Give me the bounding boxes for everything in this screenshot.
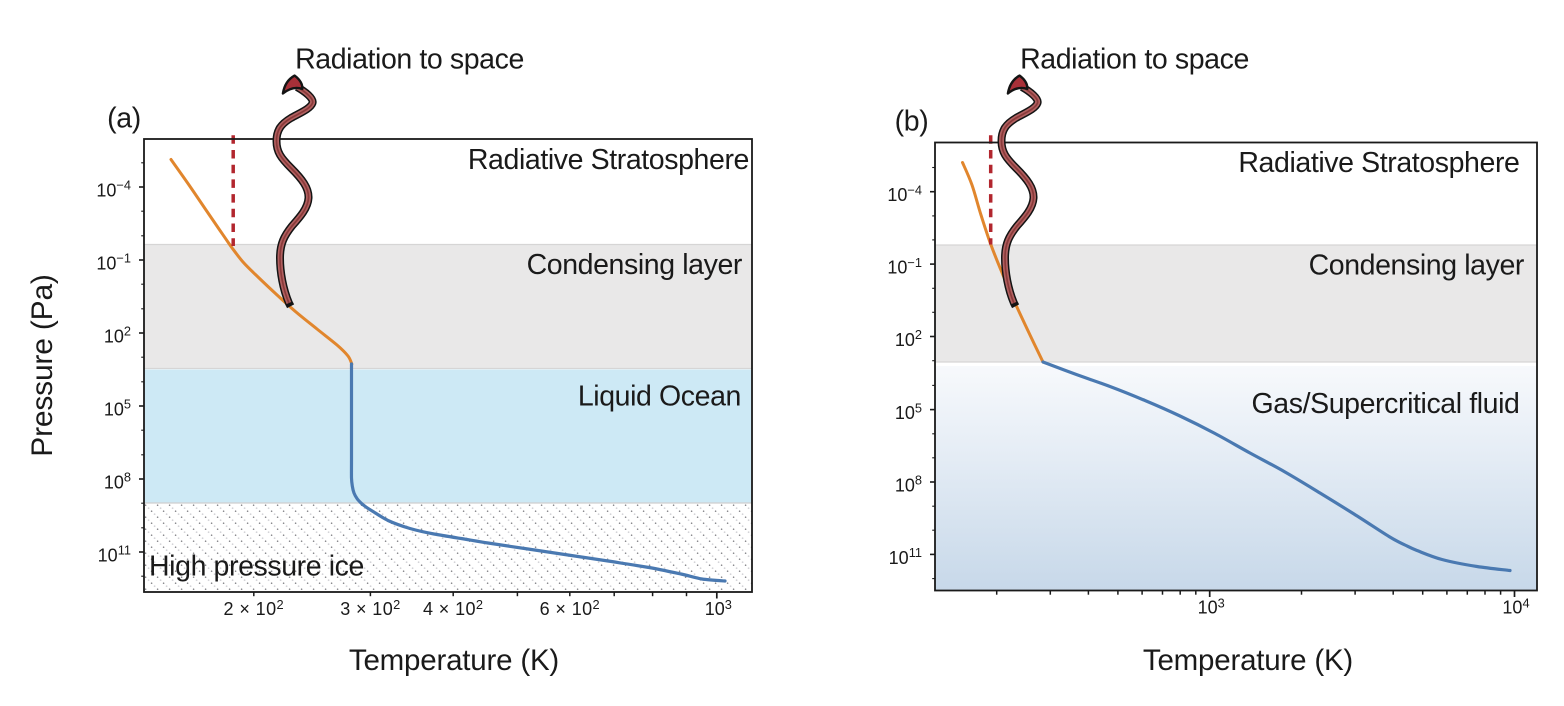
svg-text:Temperature (K): Temperature (K) (349, 644, 559, 677)
svg-text:Gas/Supercritical fluid: Gas/Supercritical fluid (1252, 388, 1520, 420)
svg-text:Condensing layer: Condensing layer (527, 249, 743, 281)
svg-text:(a): (a) (107, 103, 141, 135)
svg-text:Radiative Stratosphere: Radiative Stratosphere (1238, 147, 1519, 179)
svg-text:Liquid Ocean: Liquid Ocean (578, 381, 741, 413)
svg-text:2 × 102: 2 × 102 (224, 597, 284, 619)
svg-text:3 × 102: 3 × 102 (340, 597, 400, 619)
svg-text:Radiation to space: Radiation to space (295, 44, 524, 76)
svg-text:Radiation to space: Radiation to space (1020, 44, 1249, 76)
svg-text:4 × 102: 4 × 102 (423, 597, 483, 619)
svg-text:Temperature (K): Temperature (K) (1143, 644, 1353, 677)
svg-text:Condensing layer: Condensing layer (1309, 250, 1525, 282)
svg-text:Pressure (Pa): Pressure (Pa) (26, 274, 59, 456)
svg-text:Radiative Stratosphere: Radiative Stratosphere (468, 144, 749, 176)
svg-text:6 × 102: 6 × 102 (540, 597, 600, 619)
svg-text:High pressure ice: High pressure ice (149, 551, 364, 583)
svg-text:(b): (b) (895, 106, 929, 138)
